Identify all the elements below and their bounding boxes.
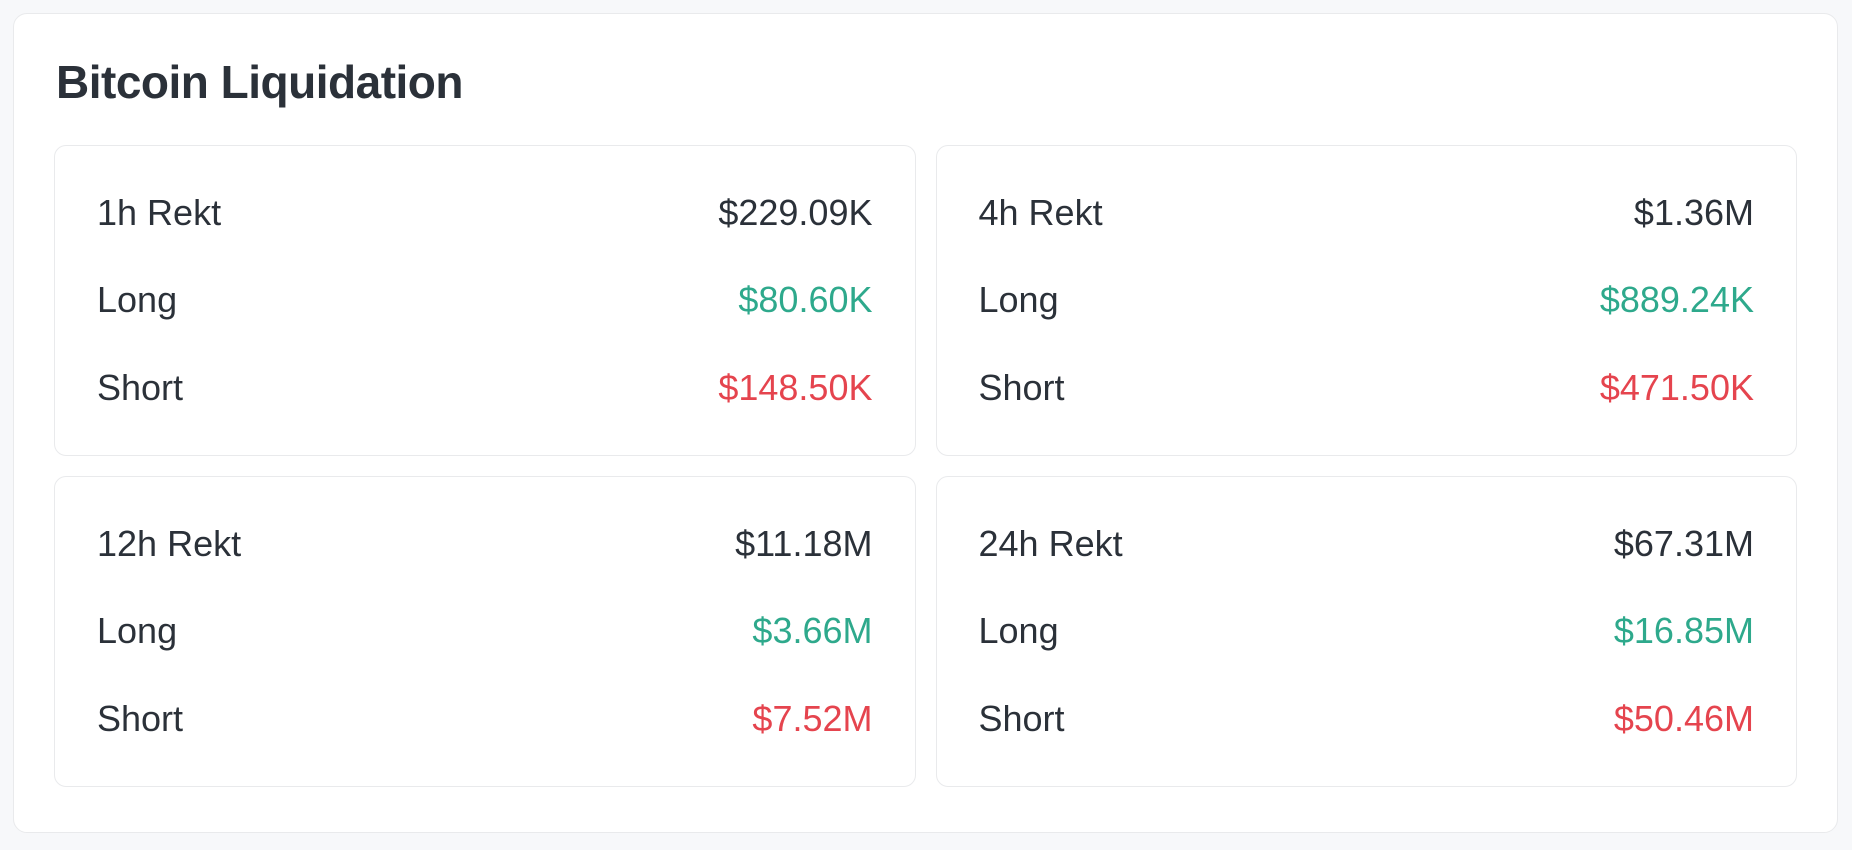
long-label: Long <box>978 610 1059 652</box>
liquidation-card-24h: 24h Rekt $67.31M Long $16.85M Short $50.… <box>935 475 1797 787</box>
liquidation-card-4h: 4h Rekt $1.36M Long $889.24K Short $471.… <box>935 144 1797 456</box>
short-value: $148.50K <box>718 366 873 408</box>
liquidation-card-1h: 1h Rekt $229.09K Long $80.60K Short $148… <box>54 144 916 456</box>
short-row: Short $50.46M <box>979 698 1755 740</box>
long-row: Long $3.66M <box>97 610 873 652</box>
short-label: Short <box>97 697 184 739</box>
bitcoin-liquidation-panel: Bitcoin Liquidation 1h Rekt $229.09K Lon… <box>13 13 1838 833</box>
total-value: $67.31M <box>1613 522 1754 564</box>
long-row: Long $16.85M <box>979 610 1755 652</box>
liquidation-cards-grid: 1h Rekt $229.09K Long $80.60K Short $148… <box>54 144 1797 787</box>
period-label: 12h Rekt <box>97 522 242 564</box>
panel-title: Bitcoin Liquidation <box>56 56 464 108</box>
short-row: Short $148.50K <box>97 367 873 409</box>
short-row: Short $7.52M <box>97 698 873 740</box>
long-value: $3.66M <box>752 610 873 652</box>
period-label: 4h Rekt <box>978 191 1103 233</box>
short-value: $471.50K <box>1599 366 1754 408</box>
total-row: 1h Rekt $229.09K <box>97 192 873 234</box>
long-label: Long <box>97 279 178 321</box>
total-row: 24h Rekt $67.31M <box>979 523 1755 565</box>
short-value: $50.46M <box>1613 697 1754 739</box>
short-label: Short <box>97 366 184 408</box>
long-value: $889.24K <box>1599 279 1754 321</box>
short-value: $7.52M <box>752 697 873 739</box>
short-row: Short $471.50K <box>979 367 1755 409</box>
long-value: $80.60K <box>738 279 873 321</box>
short-label: Short <box>978 697 1065 739</box>
long-label: Long <box>978 279 1059 321</box>
total-value: $229.09K <box>718 191 873 233</box>
total-value: $1.36M <box>1633 191 1754 233</box>
total-value: $11.18M <box>735 522 873 564</box>
short-label: Short <box>978 366 1065 408</box>
long-value: $16.85M <box>1613 610 1754 652</box>
long-row: Long $80.60K <box>97 279 873 321</box>
liquidation-card-12h: 12h Rekt $11.18M Long $3.66M Short $7.52… <box>54 475 916 787</box>
long-label: Long <box>97 610 178 652</box>
period-label: 1h Rekt <box>97 191 222 233</box>
long-row: Long $889.24K <box>979 279 1755 321</box>
total-row: 12h Rekt $11.18M <box>97 523 873 565</box>
period-label: 24h Rekt <box>978 522 1123 564</box>
total-row: 4h Rekt $1.36M <box>979 192 1755 234</box>
